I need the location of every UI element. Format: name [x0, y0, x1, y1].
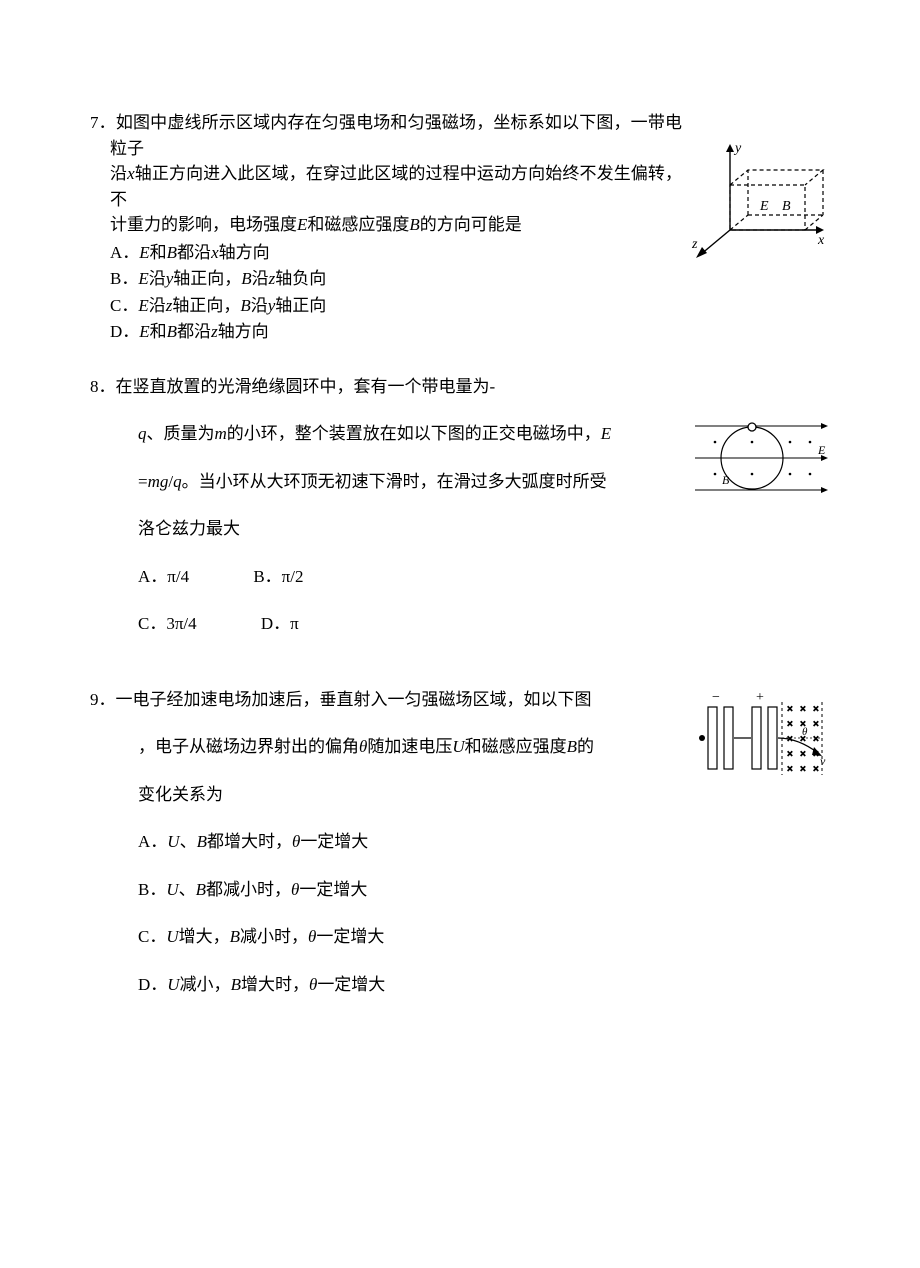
coord-box-icon: y x z E B	[690, 140, 830, 260]
q7-line1: 如图中虚线所示区域内存在匀强电场和匀强磁场，坐标系如以下图，一带电粒子	[110, 113, 682, 158]
q8-option-d: D．π	[261, 611, 299, 637]
q8-text: 8．在竖直放置的光滑绝缘圆环中，套有一个带电量为- q、质量为m的小环，整个装置…	[90, 374, 682, 659]
q8-option-b: B．π/2	[253, 564, 303, 590]
q9-text: 9．一电子经加速电场加速后，垂直射入一匀强磁场区域，如以下图 ，电子从磁场边界射…	[90, 687, 682, 1020]
svg-text:×: ×	[813, 704, 819, 715]
ring-field-icon: E B	[690, 414, 830, 504]
q9-line1: 9．一电子经加速电场加速后，垂直射入一匀强磁场区域，如以下图	[90, 687, 682, 713]
svg-text:×: ×	[787, 749, 793, 760]
svg-text:×: ×	[813, 764, 819, 775]
q8-figure: E B	[690, 414, 830, 504]
svg-text:z: z	[691, 237, 698, 252]
svg-text:θ: θ	[802, 726, 808, 738]
svg-text:×: ×	[787, 704, 793, 715]
svg-text:×: ×	[800, 704, 806, 715]
q9-figure: − + ××× ××× ××× ××× ×××	[690, 687, 830, 797]
q9-option-d: D．U减小，B增大时，θ一定增大	[138, 972, 682, 998]
svg-text:+: +	[756, 690, 764, 705]
svg-text:v: v	[820, 754, 826, 768]
q9-line2: ，电子从磁场边界射出的偏角θ随加速电压U和磁感应强度B的	[90, 734, 682, 760]
q7-number: 7．	[90, 113, 116, 132]
q8-line2: q、质量为m的小环，整个装置放在如以下图的正交电磁场中，E	[90, 421, 682, 447]
q9-option-b: B．U、B都减小时，θ一定增大	[138, 877, 682, 903]
q8-number: 8．	[90, 377, 116, 396]
q9-number: 9．	[90, 690, 116, 709]
q7-options: A．E和B都沿x轴方向 B．E沿y轴正向，B沿z轴负向 C．E沿z轴正向，B沿y…	[90, 240, 682, 345]
q9-option-c: C．U增大，B减小时，θ一定增大	[138, 924, 682, 950]
q7-text: 7．如图中虚线所示区域内存在匀强电场和匀强磁场，坐标系如以下图，一带电粒子 沿x…	[90, 110, 682, 346]
q7-line3: 计重力的影响，电场强度E和磁感应强度B的方向可能是	[90, 212, 682, 238]
q8-option-a: A．π/4	[138, 564, 189, 590]
svg-text:×: ×	[813, 734, 819, 745]
question-9: 9．一电子经加速电场加速后，垂直射入一匀强磁场区域，如以下图 ，电子从磁场边界射…	[90, 687, 830, 1020]
q8-line3: =mg/q。当小环从大环顶无初速下滑时，在滑过多大弧度时所受	[90, 469, 682, 495]
svg-text:B: B	[782, 199, 791, 214]
question-7: 7．如图中虚线所示区域内存在匀强电场和匀强磁场，坐标系如以下图，一带电粒子 沿x…	[90, 110, 830, 346]
svg-text:y: y	[733, 141, 742, 156]
q9-line3: 变化关系为	[90, 782, 682, 808]
q8-options: A．π/4 B．π/2 C．3π/4 D．π	[90, 564, 682, 637]
svg-text:x: x	[817, 233, 825, 248]
q7-option-a: A．E和B都沿x轴方向	[110, 240, 682, 266]
q7-option-d: D．E和B都沿z轴方向	[110, 319, 682, 345]
q8-line4: 洛仑兹力最大	[90, 516, 682, 542]
svg-text:×: ×	[787, 719, 793, 730]
svg-text:×: ×	[787, 764, 793, 775]
svg-text:×: ×	[800, 764, 806, 775]
q7-stem: 7．如图中虚线所示区域内存在匀强电场和匀强磁场，坐标系如以下图，一带电粒子	[90, 110, 682, 161]
q7-line2: 沿x轴正方向进入此区域，在穿过此区域的过程中运动方向始终不发生偏转，不	[90, 161, 682, 212]
accel-field-icon: − + ××× ××× ××× ××× ×××	[690, 687, 830, 797]
svg-text:E: E	[817, 443, 826, 457]
svg-text:B: B	[722, 473, 730, 487]
question-8: 8．在竖直放置的光滑绝缘圆环中，套有一个带电量为- q、质量为m的小环，整个装置…	[90, 374, 830, 659]
q7-option-b: B．E沿y轴正向，B沿z轴负向	[110, 266, 682, 292]
svg-text:×: ×	[813, 719, 819, 730]
q9-option-a: A．U、B都增大时，θ一定增大	[138, 829, 682, 855]
q9-options: A．U、B都增大时，θ一定增大 B．U、B都减小时，θ一定增大 C．U增大，B减…	[90, 829, 682, 997]
q8-option-c: C．3π/4	[138, 611, 197, 637]
q7-figure: y x z E B	[690, 140, 830, 260]
q7-option-c: C．E沿z轴正向，B沿y轴正向	[110, 293, 682, 319]
svg-text:−: −	[712, 690, 720, 705]
svg-text:×: ×	[800, 749, 806, 760]
svg-text:E: E	[759, 199, 769, 214]
q8-line1: 8．在竖直放置的光滑绝缘圆环中，套有一个带电量为-	[90, 374, 682, 400]
